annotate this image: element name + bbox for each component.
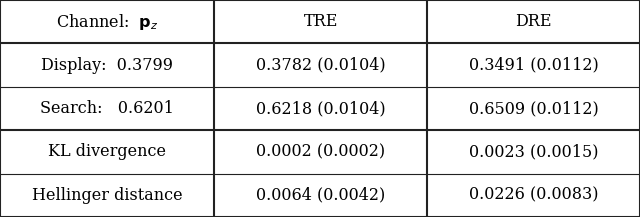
Text: 0.6218 (0.0104): 0.6218 (0.0104) [256, 100, 386, 117]
Text: DRE: DRE [515, 13, 552, 30]
Text: Search:   0.6201: Search: 0.6201 [40, 100, 174, 117]
Text: 0.3782 (0.0104): 0.3782 (0.0104) [256, 57, 386, 74]
Text: 0.0023 (0.0015): 0.0023 (0.0015) [469, 143, 598, 160]
Text: Channel:  $\mathbf{p}_z$: Channel: $\mathbf{p}_z$ [56, 12, 159, 32]
Text: 0.6509 (0.0112): 0.6509 (0.0112) [468, 100, 598, 117]
Text: 0.0226 (0.0083): 0.0226 (0.0083) [469, 187, 598, 204]
Text: KL divergence: KL divergence [48, 143, 166, 160]
Text: Display:  0.3799: Display: 0.3799 [41, 57, 173, 74]
Text: Hellinger distance: Hellinger distance [32, 187, 182, 204]
Text: 0.0002 (0.0002): 0.0002 (0.0002) [256, 143, 385, 160]
Text: 0.3491 (0.0112): 0.3491 (0.0112) [468, 57, 598, 74]
Text: TRE: TRE [303, 13, 338, 30]
Text: 0.0064 (0.0042): 0.0064 (0.0042) [256, 187, 385, 204]
